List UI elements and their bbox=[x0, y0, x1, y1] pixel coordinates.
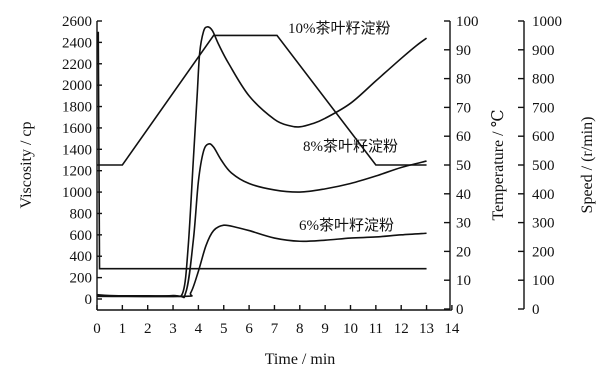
viscosity-tick-label: 1600 bbox=[62, 121, 92, 137]
temperature-tick-label: 10 bbox=[456, 273, 471, 289]
viscosity-tick-label: 1800 bbox=[62, 100, 92, 116]
temperature-tick-label: 70 bbox=[456, 100, 471, 116]
x-tick-label: 9 bbox=[321, 321, 329, 337]
x-tick-label: 7 bbox=[271, 321, 279, 337]
speed-tick-label: 0 bbox=[532, 302, 540, 318]
series-line-2 bbox=[96, 224, 427, 298]
x-tick-label: 13 bbox=[419, 321, 434, 337]
speed-tick-label: 800 bbox=[532, 72, 555, 88]
speed-tick-label: 900 bbox=[532, 43, 555, 59]
x-tick-label: 1 bbox=[119, 321, 127, 337]
viscosity-tick-label: 1200 bbox=[62, 164, 92, 180]
viscosity-tick-label: 800 bbox=[70, 206, 93, 222]
speed-tick-label: 100 bbox=[532, 273, 555, 289]
temperature-tick-label: 80 bbox=[456, 72, 471, 88]
series-labels-group: 10%茶叶籽淀粉 8%茶叶籽淀粉 6%茶叶籽淀粉 bbox=[288, 20, 398, 234]
temperature-tick-label: 20 bbox=[456, 244, 471, 260]
speed-tick-label: 300 bbox=[532, 216, 555, 232]
viscosity-tick-label: 400 bbox=[70, 249, 93, 265]
speed-tick-label: 700 bbox=[532, 100, 555, 116]
series-group bbox=[96, 26, 428, 299]
x-tick-label: 11 bbox=[369, 321, 383, 337]
speed-tick-label: 500 bbox=[532, 158, 555, 174]
series-line-4 bbox=[97, 31, 427, 270]
x-tick-label: 12 bbox=[394, 321, 409, 337]
temperature-tick-label: 50 bbox=[456, 158, 471, 174]
x-axis-title: Time / min bbox=[265, 351, 336, 368]
x-tick-label: 10 bbox=[343, 321, 358, 337]
viscosity-tick-label: 200 bbox=[70, 271, 93, 287]
series-label-2: 6%茶叶籽淀粉 bbox=[299, 217, 394, 234]
viscosity-tick-label: 2400 bbox=[62, 35, 92, 51]
series-label-0: 10%茶叶籽淀粉 bbox=[288, 20, 391, 37]
speed-tick-label: 400 bbox=[532, 187, 555, 203]
speed-tick-label: 200 bbox=[532, 244, 555, 260]
temperature-tick-label: 90 bbox=[456, 43, 471, 59]
viscosity-tick-label: 1000 bbox=[62, 185, 92, 201]
viscosity-tick-label: 0 bbox=[85, 292, 93, 308]
x-tick-label: 2 bbox=[144, 321, 152, 337]
temperature-axis-title: Temperature / ℃ bbox=[490, 110, 507, 221]
speed-tick-label: 1000 bbox=[532, 14, 562, 30]
temperature-tick-label: 40 bbox=[456, 187, 471, 203]
temperature-tick-label: 30 bbox=[456, 216, 471, 232]
speed-axis-title: Speed / (r/min) bbox=[579, 117, 596, 214]
x-tick-label: 0 bbox=[93, 321, 101, 337]
speed-tick-label: 600 bbox=[532, 129, 555, 145]
x-tick-label: 8 bbox=[296, 321, 304, 337]
series-line-3 bbox=[97, 34, 427, 166]
viscosity-tick-label: 2200 bbox=[62, 57, 92, 73]
x-tick-label: 3 bbox=[169, 321, 177, 337]
temperature-tick-label: 0 bbox=[456, 302, 464, 318]
viscosity-tick-label: 1400 bbox=[62, 142, 92, 158]
viscosity-tick-label: 2000 bbox=[62, 78, 92, 94]
temperature-tick-label: 100 bbox=[456, 14, 479, 30]
x-tick-label: 6 bbox=[245, 321, 253, 337]
series-line-1 bbox=[96, 142, 427, 299]
x-tick-label: 14 bbox=[444, 321, 460, 337]
viscosity-axis-title: Viscosity / cp bbox=[18, 121, 35, 208]
x-tick-label: 4 bbox=[195, 321, 203, 337]
viscosity-tick-label: 2600 bbox=[62, 14, 92, 30]
x-tick-label: 5 bbox=[220, 321, 228, 337]
series-line-0 bbox=[96, 26, 428, 298]
viscosity-tick-label: 600 bbox=[70, 228, 93, 244]
temperature-tick-label: 60 bbox=[456, 129, 471, 145]
series-label-1: 8%茶叶籽淀粉 bbox=[303, 138, 398, 155]
